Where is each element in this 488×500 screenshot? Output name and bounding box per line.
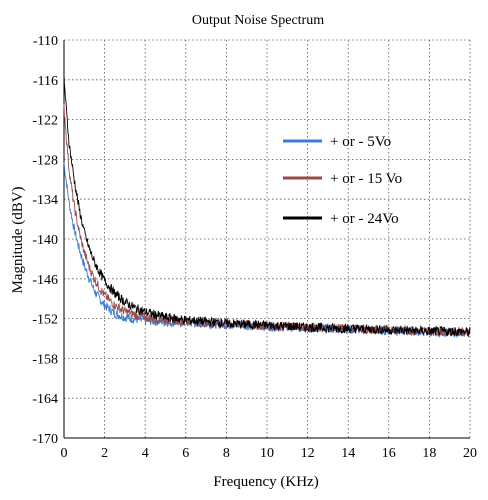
x-tick-label: 14 (341, 446, 355, 461)
y-tick-label: -158 (32, 352, 58, 367)
legend-label-3: + or - 24Vo (330, 211, 399, 227)
y-tick-label: -164 (32, 392, 58, 407)
y-tick-label: -134 (32, 193, 58, 208)
y-tick-label: -122 (32, 114, 58, 129)
y-tick-label: -110 (33, 34, 58, 49)
legend: + or - 5Vo + or - 15 Vo + or - 24Vo (283, 134, 402, 227)
y-axis-label: Magnitude (dBV) (10, 186, 26, 293)
x-tick-label: 10 (260, 446, 274, 461)
x-tick-label: 20 (463, 446, 477, 461)
y-tick-label: -116 (33, 74, 58, 89)
y-tick-label: -146 (32, 273, 58, 288)
x-tick-label: 16 (382, 446, 396, 461)
series-line-1 (63, 162, 471, 338)
x-axis-label: Frequency (KHz) (213, 474, 318, 490)
x-tick-label: 6 (182, 446, 189, 461)
x-axis-ticks: 0 2 4 6 8 10 12 14 16 18 20 (61, 446, 478, 461)
y-tick-label: -128 (32, 153, 58, 168)
y-axis-ticks: -110 -116 -122 -128 -134 -140 -146 -152 -158 -164… (32, 34, 58, 447)
series-line-3 (63, 74, 471, 337)
x-tick-label: 0 (61, 446, 68, 461)
x-tick-label: 12 (301, 446, 315, 461)
x-tick-label: 2 (101, 446, 108, 461)
x-tick-label: 18 (422, 446, 436, 461)
y-tick-label: -140 (32, 233, 58, 248)
series-layer (63, 74, 471, 338)
y-tick-label: -152 (32, 313, 58, 328)
legend-label-2: + or - 15 Vo (330, 171, 402, 187)
x-tick-label: 4 (142, 446, 149, 461)
chart-title: Output Noise Spectrum (192, 13, 324, 28)
legend-label-1: + or - 5Vo (330, 134, 391, 150)
y-tick-label: -170 (32, 432, 58, 447)
x-tick-label: 8 (223, 446, 230, 461)
